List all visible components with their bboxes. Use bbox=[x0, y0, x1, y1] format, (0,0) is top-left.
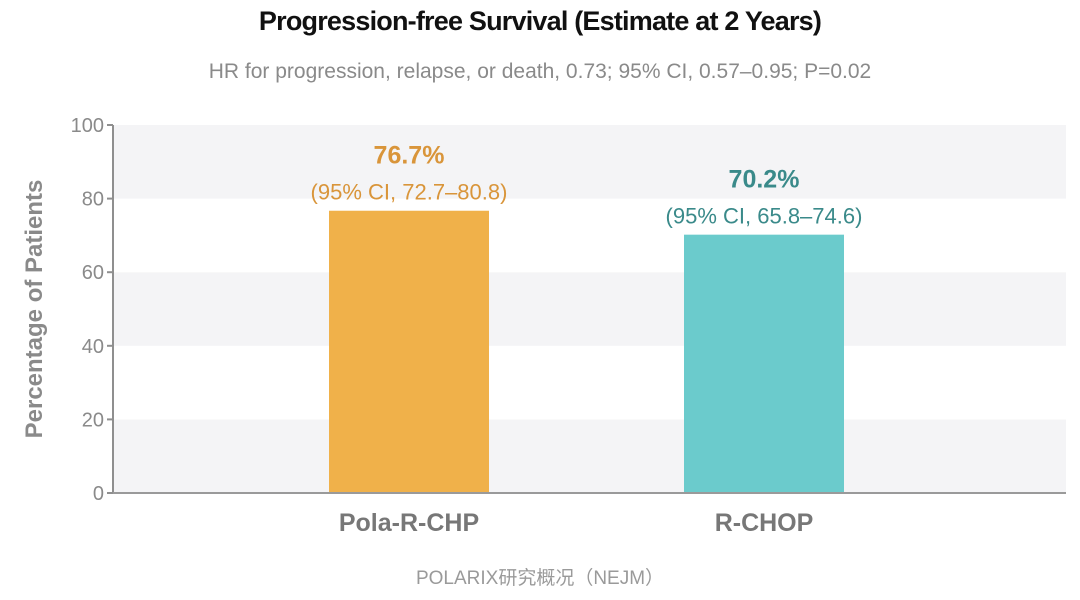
y-tick-label: 80 bbox=[82, 189, 104, 211]
value-label: 70.2% bbox=[729, 166, 800, 194]
y-axis-label: Percentage of Patients bbox=[21, 180, 48, 439]
bar-chart: 0 20 40 60 80 100 76.7% (95% CI, 72.7–80.8) Pol… bbox=[21, 115, 1066, 537]
grid-band bbox=[113, 419, 1066, 493]
y-axis: 0 20 40 60 80 100 bbox=[71, 115, 1066, 505]
y-tick-label: 0 bbox=[93, 483, 104, 505]
x-tick-label: Pola-R-CHP bbox=[339, 509, 479, 537]
grid-band bbox=[113, 272, 1066, 346]
bars bbox=[329, 210, 844, 493]
ci-label: (95% CI, 72.7–80.8) bbox=[311, 180, 508, 205]
value-label: 76.7% bbox=[374, 142, 445, 170]
grid-band bbox=[113, 125, 1066, 199]
chart-subtitle: HR for progression, relapse, or death, 0… bbox=[208, 60, 872, 83]
data-labels: 76.7% (95% CI, 72.7–80.8) Pola-R-CHP 70.2% (… bbox=[311, 142, 863, 537]
grid-band bbox=[113, 198, 1066, 273]
bar-r-chop bbox=[684, 234, 844, 493]
y-tick-label: 100 bbox=[71, 115, 104, 137]
chart-title: Progression-free Survival (Estimate at 2… bbox=[258, 6, 822, 36]
y-tick-label: 60 bbox=[82, 262, 104, 284]
y-tick-label: 20 bbox=[82, 409, 104, 431]
x-tick-label: R-CHOP bbox=[715, 509, 814, 537]
grid-band bbox=[113, 345, 1066, 420]
footer-caption: POLARIX研究概况（NEJM） bbox=[415, 568, 665, 589]
ci-label: (95% CI, 65.8–74.6) bbox=[666, 204, 863, 229]
y-tick-label: 40 bbox=[82, 336, 104, 358]
grid-bands bbox=[113, 125, 1066, 493]
bar-pola-r-chp bbox=[329, 210, 489, 493]
